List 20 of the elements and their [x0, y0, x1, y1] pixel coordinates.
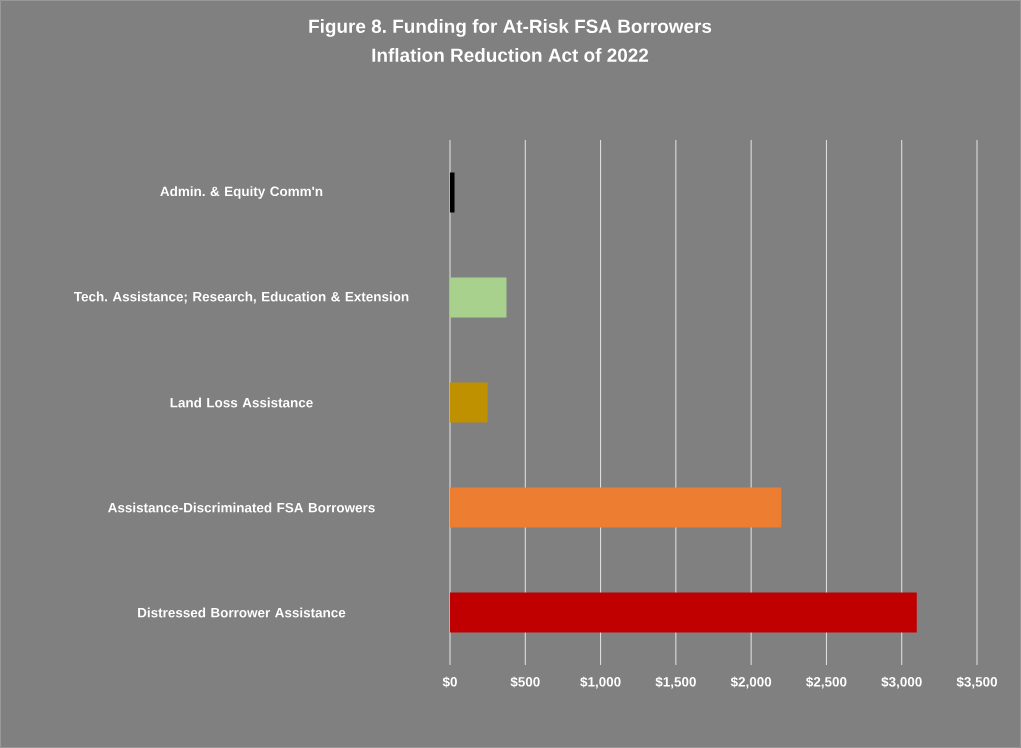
- y-tick-label: Tech. Assistance; Research, Education & Extension: [73, 291, 409, 304]
- chart-title: Figure 8. Funding for At-Risk FSA Borrowers: [309, 19, 712, 37]
- x-tick-label: $0: [442, 676, 457, 688]
- x-tick-label: $2,500: [806, 676, 847, 689]
- x-tick-label: $3,000: [881, 676, 922, 689]
- bar: [450, 172, 455, 213]
- x-tick-label: $2,000: [730, 676, 772, 689]
- x-tick-label: $1,000: [580, 676, 621, 689]
- bar: [450, 382, 488, 423]
- y-tick-label: Admin. & Equity Comm'n: [160, 186, 323, 199]
- bar: [450, 277, 507, 318]
- bar: [450, 487, 782, 528]
- chart-subtitle: Inflation Reduction Act of 2022: [372, 48, 649, 62]
- x-tick-label: $3,500: [956, 676, 998, 689]
- x-tick-label: $1,500: [655, 676, 696, 689]
- y-tick-label: Land Loss Assistance: [170, 397, 313, 408]
- x-tick-label: $500: [510, 676, 540, 688]
- y-tick-label: Assistance-Discriminated FSA Borrowers: [108, 502, 375, 513]
- bar: [450, 592, 917, 633]
- y-tick-label: Distressed Borrower Assistance: [138, 607, 346, 618]
